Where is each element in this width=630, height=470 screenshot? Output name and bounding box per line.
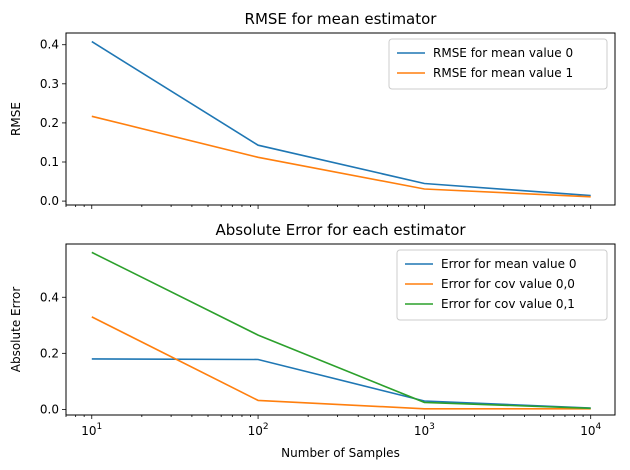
y-tick-label: 0.4 [40,38,59,52]
x-tick-label: 103 [414,422,435,438]
plot-frame [65,32,616,206]
x-tick-base: 10 [248,424,263,438]
x-tick-exponent: 2 [263,422,269,432]
x-tick-label: 102 [248,422,269,438]
x-axis-label: Number of Samples [281,446,400,460]
chart-title: RMSE for mean estimator [245,10,438,28]
y-tick-label: 0.1 [40,155,59,169]
y-tick-label: 0.4 [40,290,59,304]
legend-entry-1: RMSE for mean value 0 [433,46,573,60]
series-line-1 [91,40,591,197]
series-line-2 [91,316,591,410]
series-line-3 [91,251,591,410]
x-tick-base: 10 [414,424,429,438]
legend-box [396,249,608,321]
y-axis-label: RMSE [9,102,23,136]
legend-entry-1: Error for mean value 0 [441,257,576,271]
x-tick-exponent: 4 [595,422,601,432]
x-tick-label: 104 [580,422,601,438]
legend-box [388,38,608,90]
y-tick-label: 0.2 [40,346,59,360]
y-tick-label: 0.0 [40,194,59,208]
y-tick-label: 0.0 [40,402,59,416]
x-tick-base: 10 [81,424,96,438]
x-tick-exponent: 3 [429,422,435,432]
x-tick-exponent: 1 [97,422,103,432]
y-tick-label: 0.2 [40,116,59,130]
x-tick-label: 101 [81,422,102,438]
plot-frame [65,243,616,416]
legend: RMSE for mean value 0 RMSE for mean value… [388,38,608,90]
chart-panel-1: RMSE for mean estimator RMSE 0.0 0.1 0.2 0.3 0… [9,10,616,209]
chart-panel-2: Absolute Error for each estimator Absolut… [9,221,616,460]
legend-entry-2: RMSE for mean value 1 [433,66,573,80]
legend-entry-2: Error for cov value 0,0 [441,277,575,291]
legend: Error for mean value 0 Error for cov valu… [396,249,608,321]
y-tick-label: 0.3 [40,77,59,91]
y-axis-label: Absolute Error [9,287,23,373]
series-line-2 [91,115,591,198]
legend-entry-3: Error for cov value 0,1 [441,297,575,311]
chart-title: Absolute Error for each estimator [215,221,466,239]
x-tick-base: 10 [580,424,595,438]
series-line-1 [91,358,591,409]
